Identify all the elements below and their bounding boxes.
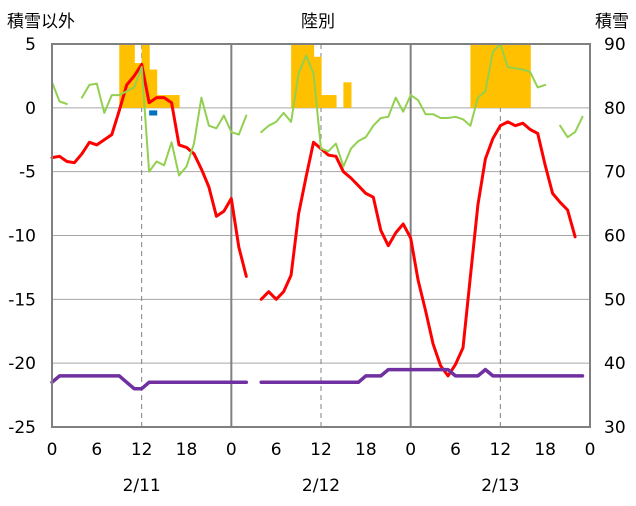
date-label: 2/13	[481, 476, 519, 496]
date-label: 2/12	[302, 476, 340, 496]
y-right-tick-label: 60	[604, 227, 626, 247]
x-tick-label: 0	[47, 440, 58, 460]
x-tick-label: 12	[490, 440, 512, 460]
x-tick-label: 12	[131, 440, 153, 460]
x-tick-label: 0	[226, 440, 237, 460]
snowfall-bar	[492, 44, 501, 108]
x-tick-label: 18	[176, 440, 198, 460]
y-left-tick-label: -15	[8, 290, 36, 310]
green-series-line	[51, 43, 584, 177]
snowfall-bar	[306, 44, 315, 108]
bars-layer	[119, 44, 531, 116]
lines-layer	[50, 43, 585, 391]
snowfall-bar	[141, 44, 150, 108]
y-right-tick-label: 30	[604, 418, 626, 438]
x-tick-label: 12	[310, 440, 332, 460]
purple-series-line	[50, 367, 585, 391]
snowfall-bar	[119, 44, 128, 108]
snowfall-bar	[126, 44, 135, 108]
snowfall-bar	[470, 44, 479, 108]
y-right-tick-label: 90	[604, 35, 626, 55]
snowfall-bar	[156, 95, 165, 108]
y-left-label: 積雪以外	[7, 12, 75, 32]
frame-layer	[51, 43, 591, 428]
x-tick-label: 0	[585, 440, 596, 460]
snowfall-bar	[171, 95, 180, 108]
snowfall-bar	[291, 44, 300, 108]
x-tick-label: 6	[91, 440, 102, 460]
x-tick-label: 0	[405, 440, 416, 460]
x-tick-label: 6	[271, 440, 282, 460]
snowfall-bar	[134, 63, 143, 108]
date-label: 2/11	[123, 476, 161, 496]
snowfall-bar	[507, 44, 516, 108]
title: 陸別	[301, 12, 335, 32]
x-tick-label: 18	[534, 440, 556, 460]
y-left-tick-label: -10	[8, 227, 36, 247]
y-left-tick-label: -5	[19, 163, 36, 183]
y-right-tick-label: 70	[604, 163, 626, 183]
y-right-tick-label: 80	[604, 99, 626, 119]
temperature-series-line	[50, 62, 577, 378]
snowfall-bar	[500, 44, 509, 108]
y-right-tick-label: 50	[604, 290, 626, 310]
y-left-tick-label: -25	[8, 418, 36, 438]
y-left-tick-label: 0	[25, 99, 36, 119]
y-left-tick-label: -20	[8, 354, 36, 374]
snowfall-bar	[477, 44, 486, 108]
snowfall-bar	[515, 44, 524, 108]
y-right-label: 積雪	[595, 12, 629, 32]
y-left-tick-label: 5	[25, 35, 36, 55]
snowfall-bar	[298, 44, 307, 108]
plot-frame	[51, 43, 591, 428]
y-right-tick-label: 40	[604, 354, 626, 374]
snowfall-bar	[321, 95, 330, 108]
snowfall-bar	[485, 44, 494, 108]
snowfall-bar	[522, 44, 531, 108]
x-tick-label: 6	[450, 440, 461, 460]
snowfall-bar	[313, 56, 322, 108]
snowfall-bar	[149, 69, 158, 108]
snowfall-bar	[343, 82, 352, 108]
snowfall-bar	[328, 95, 337, 108]
x-tick-label: 18	[355, 440, 377, 460]
precip-bar-blue	[149, 110, 158, 116]
